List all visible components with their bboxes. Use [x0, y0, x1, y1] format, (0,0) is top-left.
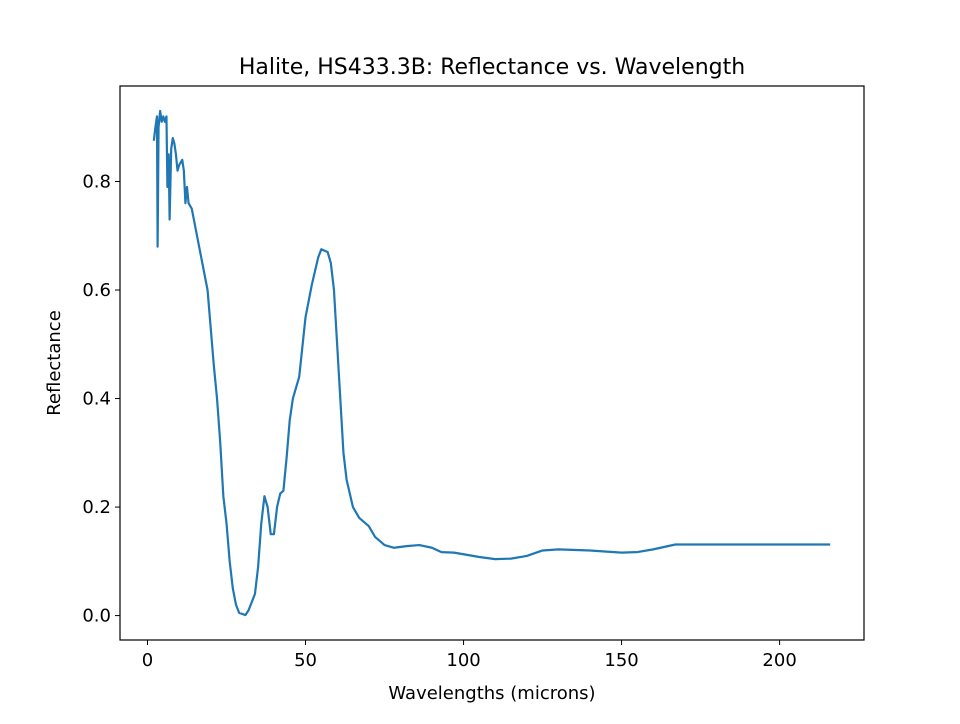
- x-tick-label: 150: [604, 650, 638, 671]
- chart-title: Halite, HS433.3B: Reflectance vs. Wavele…: [239, 55, 745, 80]
- data-line: [152, 109, 831, 617]
- x-tick-label: 50: [294, 650, 317, 671]
- plot-frame: [119, 85, 865, 641]
- y-axis-label: Reflectance: [44, 310, 65, 416]
- x-tick-label: 100: [446, 650, 480, 671]
- y-tick-label: 0.4: [82, 389, 111, 410]
- y-tick-label: 0.0: [82, 606, 111, 627]
- x-tick-label: 200: [762, 650, 796, 671]
- x-tick-label: 0: [142, 650, 153, 671]
- y-tick-label: 0.8: [82, 171, 111, 192]
- y-tick-label: 0.6: [82, 280, 111, 301]
- y-tick-label: 0.2: [82, 497, 111, 518]
- x-axis-label: Wavelengths (microns): [388, 683, 595, 704]
